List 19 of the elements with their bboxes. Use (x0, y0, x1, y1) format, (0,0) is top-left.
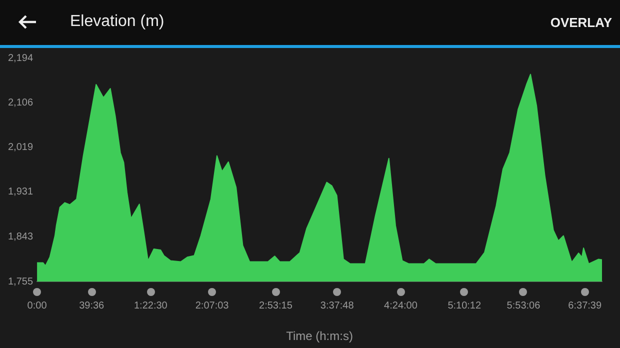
y-tick-label: 2,194 (8, 52, 34, 64)
x-tick-label: 39:36 (79, 300, 105, 312)
y-tick-label: 1,843 (8, 232, 34, 243)
x-tick-label: 3:37:48 (320, 300, 354, 312)
y-tick-label: 1,931 (8, 186, 34, 198)
y-tick-label: 2,106 (8, 98, 34, 109)
x-axis-title: Time (h:m:s) (286, 329, 353, 344)
text: OVERLAY (550, 15, 612, 30)
x-tick-label: 6:37:39 (568, 300, 602, 312)
x-tick-label: 1:22:30 (134, 300, 168, 312)
x-tick-label: 2:07:03 (195, 300, 230, 312)
y-tick-label: 2,019 (8, 142, 34, 153)
x-tick-label: 0:00 (27, 300, 48, 312)
y-tick-label: 1,755 (8, 276, 34, 288)
chart-title: Elevation (m) (70, 13, 164, 31)
x-tick-label: 5:53:06 (506, 300, 541, 312)
x-tick-label: 2:53:15 (259, 300, 293, 312)
x-tick-label: 4:24:00 (384, 300, 418, 312)
x-tick-label: 5:10:12 (448, 300, 482, 312)
